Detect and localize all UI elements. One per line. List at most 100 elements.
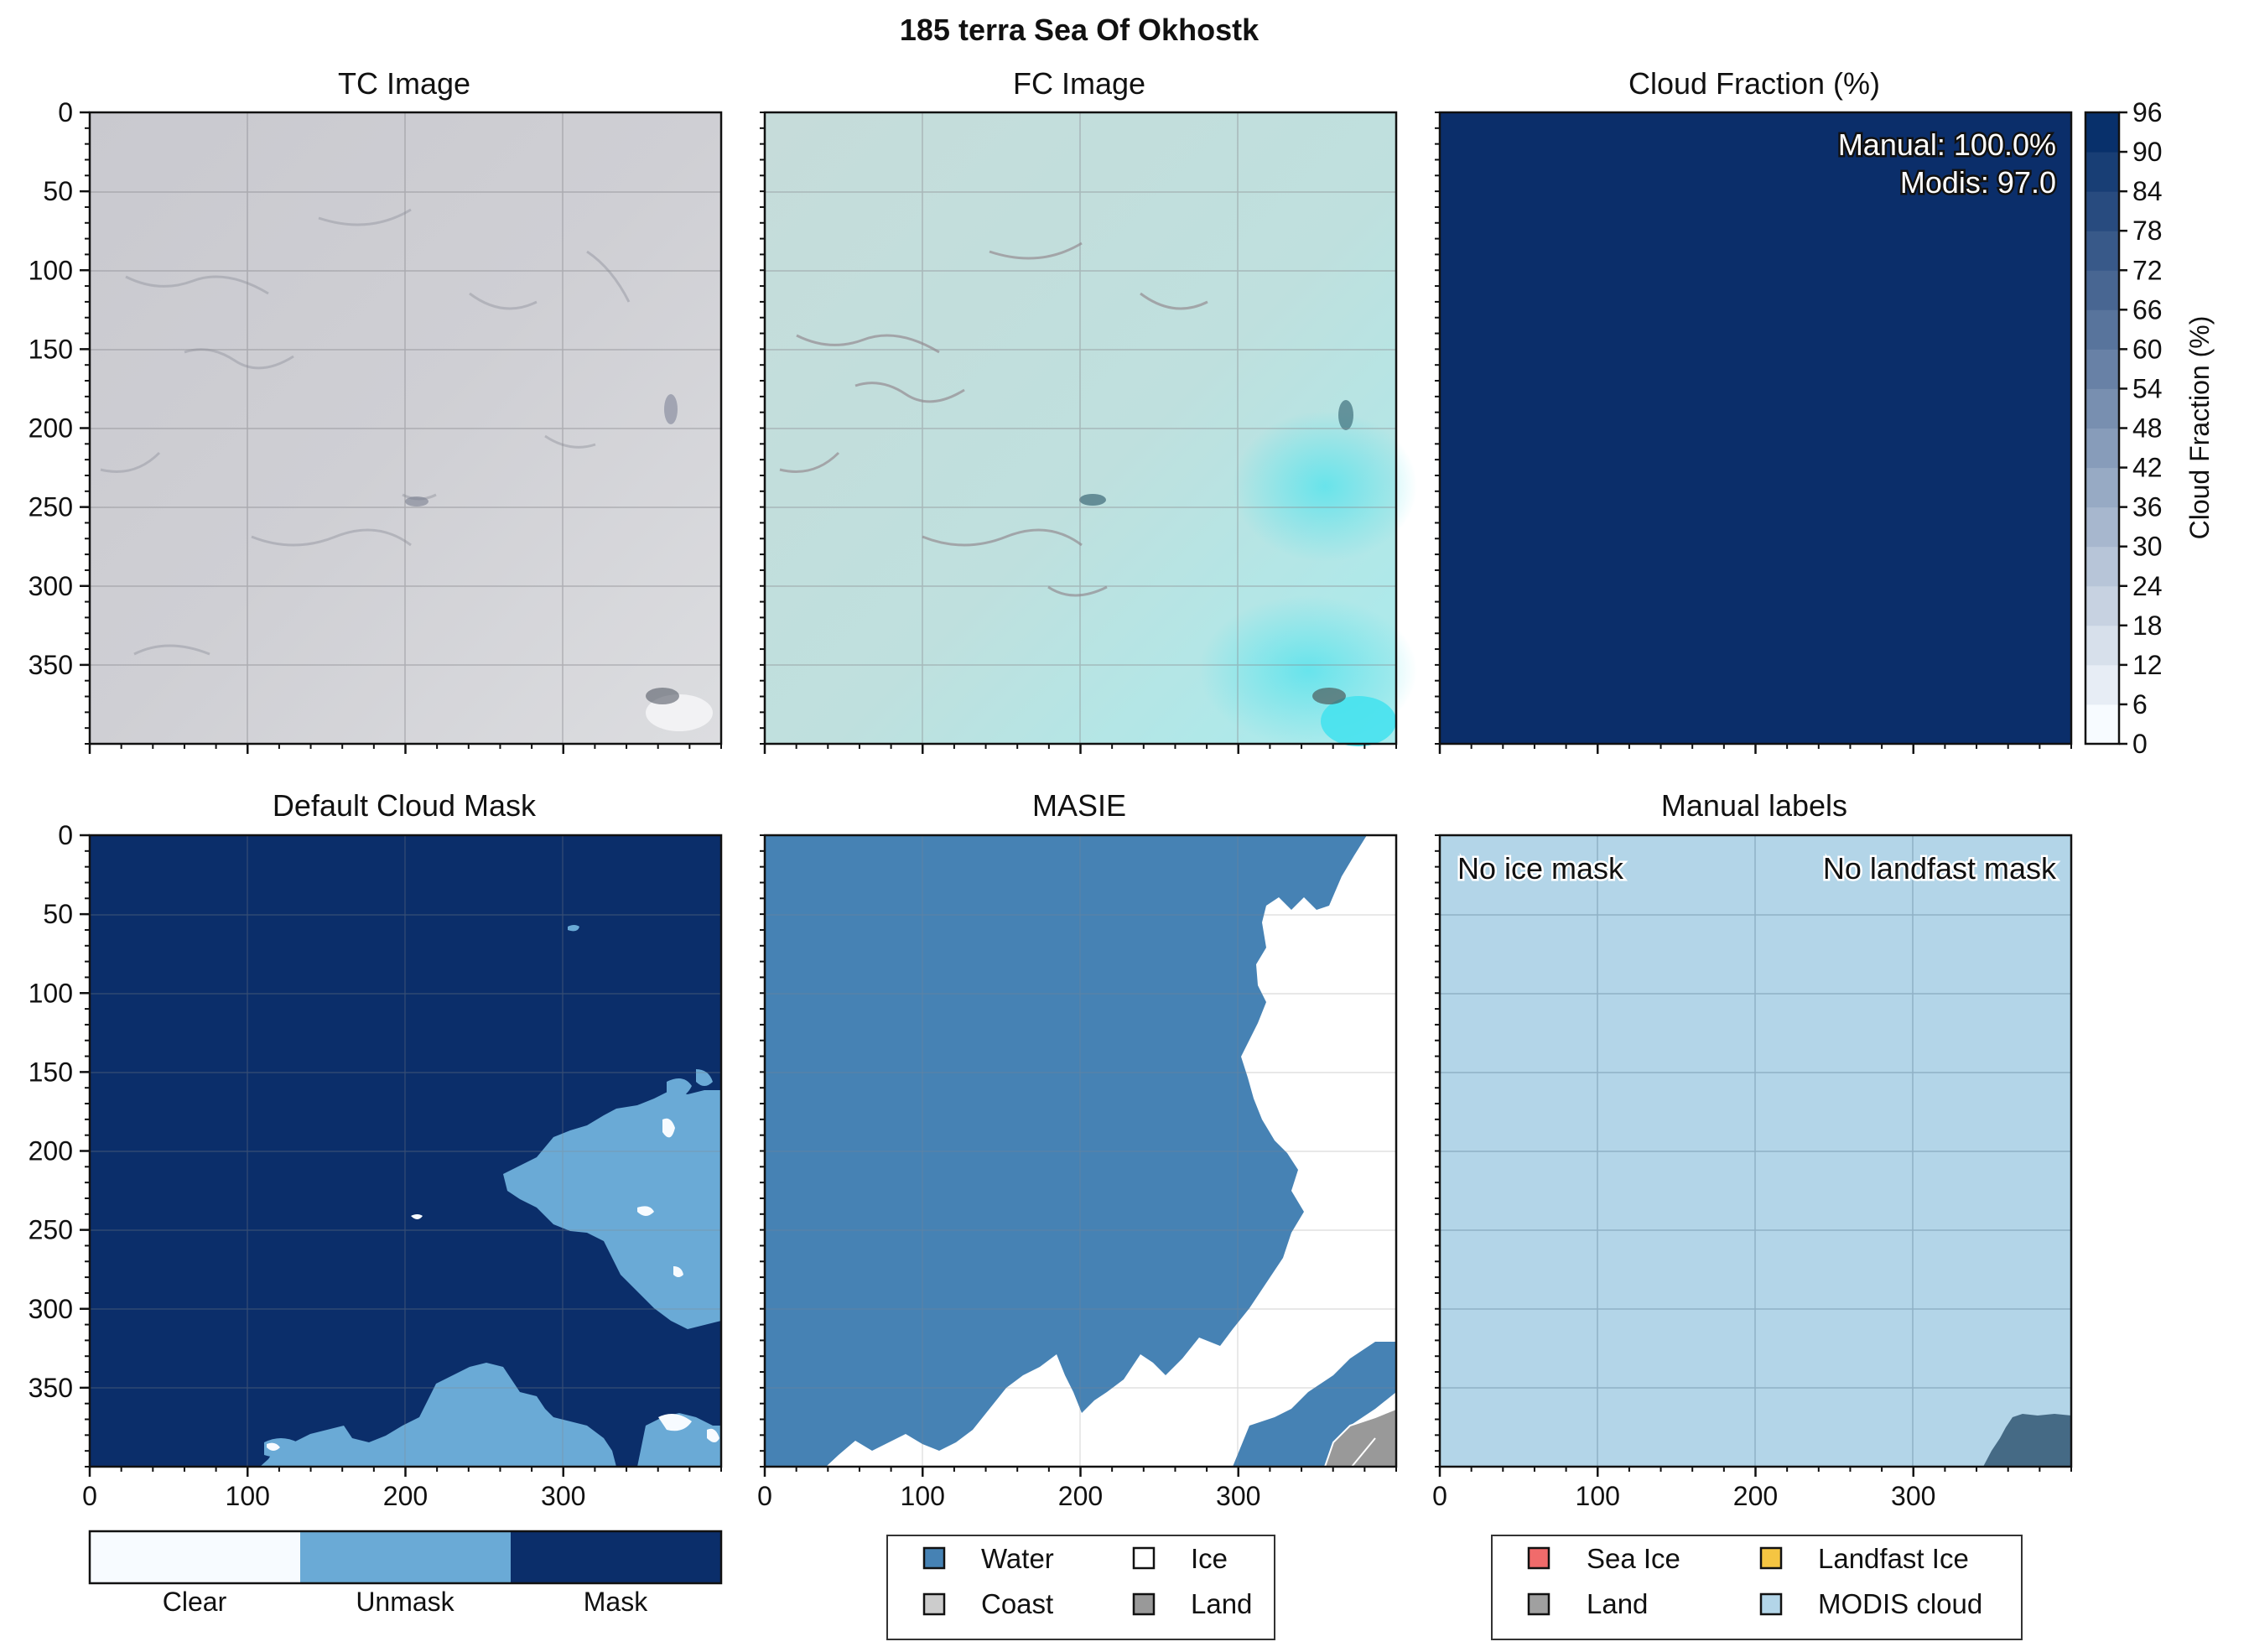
colorbar-tick-label: 12 <box>2132 650 2163 680</box>
tc-x-axis <box>88 744 722 754</box>
tc-title: TC Image <box>338 66 470 101</box>
fc-y-axis <box>760 112 765 745</box>
panel-default-cloud-mask: Default Cloud Mask <box>29 788 723 1617</box>
colorbar-segment <box>2085 309 2119 350</box>
colorbar-segment <box>2085 664 2119 705</box>
x-tick-label: 100 <box>1576 1481 1620 1511</box>
panel-cloud-fraction: Cloud Fraction (%) Manual: 100.0% Modis:… <box>1435 66 2215 759</box>
legend-swatch-mask <box>511 1531 721 1583</box>
legend-swatch-coast <box>922 1592 946 1616</box>
dcm-y-axis: 0 50 100 150 200 250 300 350 <box>29 820 90 1468</box>
x-tick-label: 300 <box>541 1481 585 1511</box>
panel-masie: MASIE 0 100 200 300 <box>757 788 1398 1640</box>
x-tick-label: 100 <box>901 1481 945 1511</box>
legend-swatch-unmask <box>300 1531 511 1583</box>
colorbar-tick-label: 60 <box>2132 334 2163 364</box>
colorbar-tick-label: 90 <box>2132 137 2163 167</box>
colorbar-tick-label: 18 <box>2132 610 2163 641</box>
colorbar-segment <box>2085 467 2119 508</box>
colorbar-tick-label: 30 <box>2132 532 2163 562</box>
manual-labels-map <box>1438 834 2073 1468</box>
masie-y-axis <box>760 834 765 1468</box>
fc-x-axis <box>763 744 1397 754</box>
masie-title: MASIE <box>1032 788 1126 823</box>
colorbar-segment <box>2085 191 2119 231</box>
colorbar: 0 6 12 18 24 30 36 42 48 54 60 66 72 78 84 90 96 <box>2084 97 2163 759</box>
colorbar-segment <box>2085 704 2119 745</box>
manual-fraction-text: Manual: 100.0% <box>1838 127 2056 162</box>
y-tick-label: 300 <box>29 571 73 601</box>
colorbar-tick-label: 48 <box>2132 413 2163 444</box>
panel-manual-labels: Manual labels No ice mask No landfast ma… <box>1432 788 2073 1640</box>
colorbar-segment <box>2085 152 2119 192</box>
y-tick-label: 150 <box>29 1057 73 1087</box>
colorbar-segment <box>2085 388 2119 429</box>
colorbar-segment <box>2085 231 2119 271</box>
legend-swatch-sea-ice <box>1527 1546 1550 1570</box>
dcm-legend-bar: Clear Unmask Mask <box>88 1530 723 1617</box>
masie-x-axis: 0 100 200 300 <box>757 1467 1397 1511</box>
no-landfast-mask-text: No landfast mask <box>1823 851 2057 886</box>
dcm-title: Default Cloud Mask <box>273 788 537 823</box>
legend-label-unmask: Unmask <box>356 1587 454 1617</box>
cf-y-axis <box>1435 112 1440 745</box>
x-tick-label: 0 <box>757 1481 772 1511</box>
colorbar-tick-label: 84 <box>2132 176 2163 206</box>
legend-label-coast: Coast <box>981 1588 1053 1619</box>
masie-legend: Water Ice Coast Land <box>886 1535 1275 1640</box>
y-tick-label: 200 <box>29 1136 73 1166</box>
colorbar-tick-label: 72 <box>2132 255 2163 285</box>
y-tick-label: 50 <box>43 899 73 929</box>
fc-image <box>763 111 1417 746</box>
legend-swatch-land-manual <box>1527 1592 1550 1616</box>
legend-label-sea-ice: Sea Ice <box>1587 1543 1680 1574</box>
x-tick-label: 0 <box>82 1481 97 1511</box>
legend-label-water: Water <box>981 1543 1054 1574</box>
x-tick-label: 100 <box>226 1481 270 1511</box>
legend-label-modis-cloud: MODIS cloud <box>1818 1588 1982 1619</box>
y-tick-label: 0 <box>58 97 73 127</box>
figure-title: 185 terra Sea Of Okhostk <box>900 13 1260 47</box>
manual-x-axis: 0 100 200 300 <box>1432 1467 2072 1511</box>
colorbar-tick-label: 6 <box>2132 689 2148 720</box>
dcm-x-axis: 0 100 200 300 <box>82 1467 722 1511</box>
colorbar-tick-label: 24 <box>2132 571 2163 601</box>
colorbar-tick-label: 0 <box>2132 729 2148 759</box>
colorbar-segment <box>2085 585 2119 626</box>
y-tick-label: 150 <box>29 334 73 364</box>
y-tick-label: 350 <box>29 1373 73 1403</box>
colorbar-tick-label: 36 <box>2132 492 2163 522</box>
colorbar-segment <box>2085 428 2119 469</box>
colorbar-segment <box>2085 546 2119 587</box>
y-tick-label: 100 <box>29 978 73 1008</box>
legend-swatch-water <box>922 1546 946 1570</box>
tc-y-axis: 0 50 100 150 200 250 300 350 <box>29 97 90 745</box>
legend-swatch-modis-cloud <box>1759 1592 1783 1616</box>
y-tick-label: 0 <box>58 820 73 850</box>
legend-label-land-manual: Land <box>1587 1588 1648 1619</box>
x-tick-label: 300 <box>1891 1481 1935 1511</box>
colorbar-segment <box>2085 112 2119 153</box>
legend-label-mask: Mask <box>584 1587 648 1617</box>
manual-legend: Sea Ice Landfast Ice Land MODIS cloud <box>1491 1535 2023 1640</box>
y-tick-label: 50 <box>43 176 73 206</box>
tc-image <box>88 111 723 745</box>
cloud-fraction-map <box>1438 111 2073 745</box>
manual-title: Manual labels <box>1661 788 1847 823</box>
colorbar-segment <box>2085 507 2119 548</box>
legend-label-clear: Clear <box>163 1587 227 1617</box>
cf-title: Cloud Fraction (%) <box>1628 66 1880 101</box>
modis-fraction-text: Modis: 97.0 <box>1900 165 2056 200</box>
legend-label-ice: Ice <box>1191 1543 1228 1574</box>
legend-label-landfast: Landfast Ice <box>1818 1543 1969 1574</box>
y-tick-label: 100 <box>29 255 73 285</box>
colorbar-tick-label: 66 <box>2132 294 2163 325</box>
panel-fc-image: FC Image <box>760 66 1417 754</box>
y-tick-label: 200 <box>29 413 73 444</box>
legend-label-land: Land <box>1191 1588 1252 1619</box>
colorbar-label: Cloud Fraction (%) <box>2184 316 2215 540</box>
y-tick-label: 300 <box>29 1294 73 1324</box>
colorbar-tick-label: 42 <box>2132 453 2163 483</box>
y-tick-label: 250 <box>29 1215 73 1245</box>
